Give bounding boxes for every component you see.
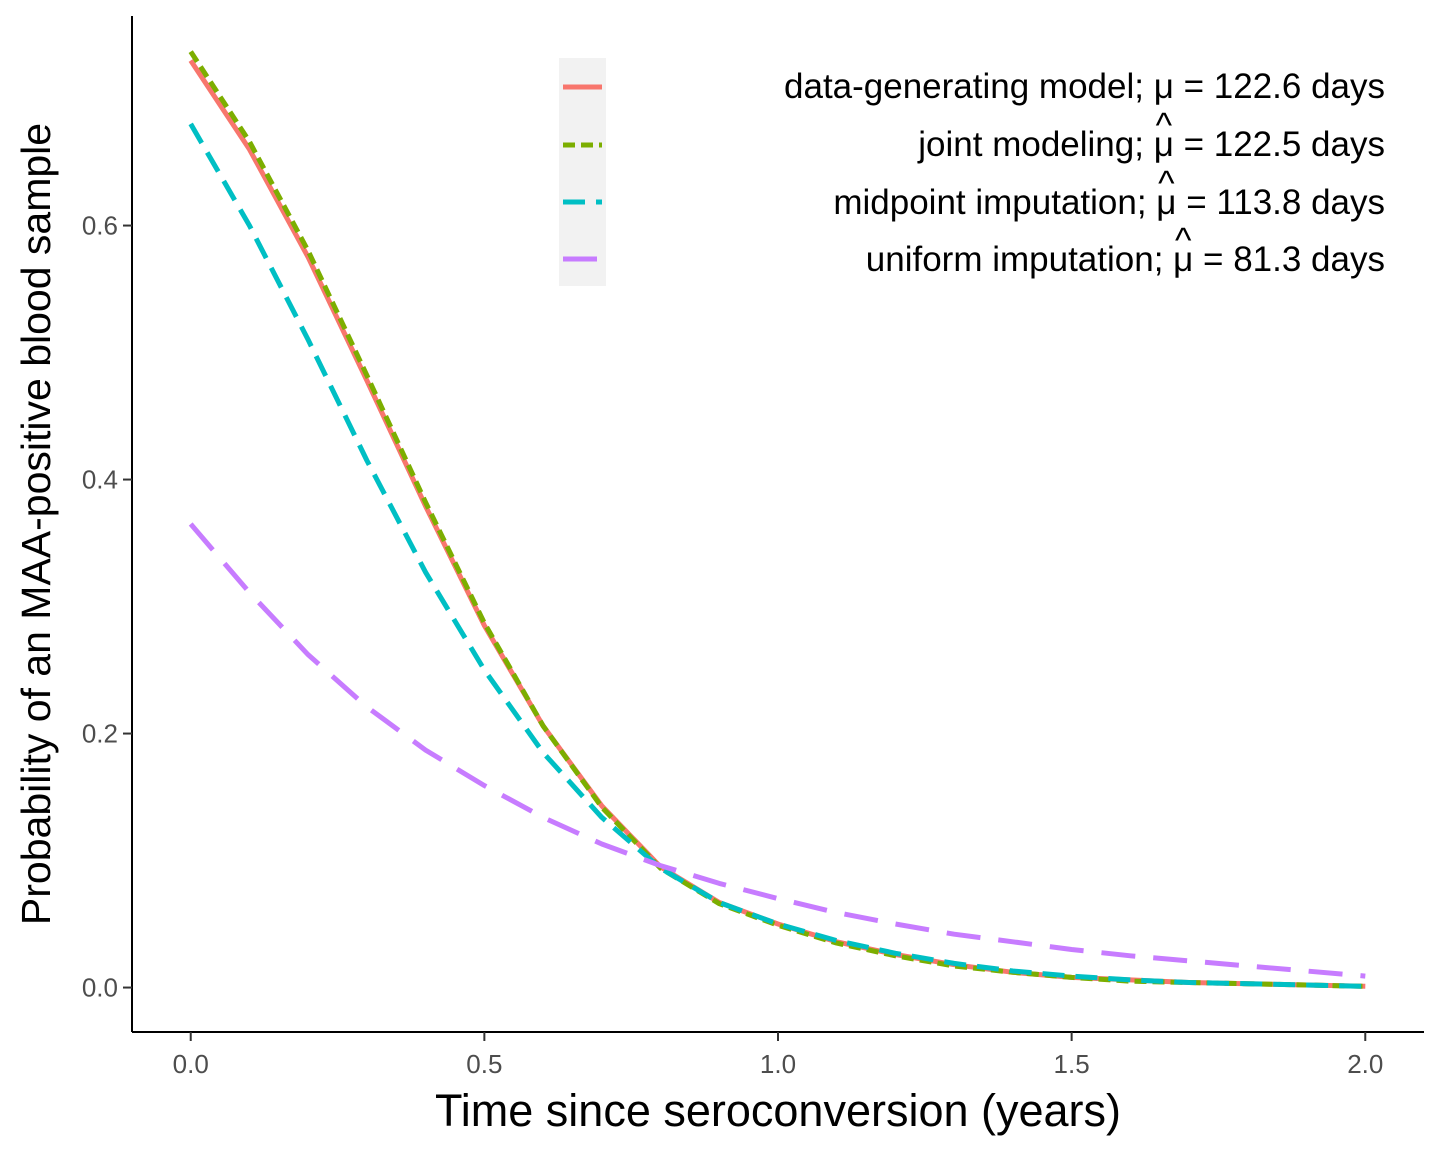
y-tick-label: 0.2: [82, 719, 118, 749]
legend-label-uniform-after: = 81.3 days: [1193, 240, 1385, 279]
y-tick-label: 0.6: [82, 211, 118, 241]
mu-hat-joint: ^: [1156, 106, 1173, 145]
mu-symbol: μ: [1173, 240, 1193, 279]
legend-label-data-generating: data-generating model; μ = 122.6 days: [784, 67, 1385, 106]
x-tick-label: 2.0: [1347, 1049, 1383, 1079]
mu-hat-midpoint: ^: [1158, 164, 1175, 203]
mu-hat-uniform: ^: [1175, 221, 1192, 260]
x-tick-label: 0.0: [173, 1049, 209, 1079]
mu-symbol: μ: [1156, 183, 1176, 222]
series-layer: [188, 50, 1366, 989]
y-tick-label: 0.0: [82, 973, 118, 1003]
y-tick-label: 0.4: [82, 465, 118, 495]
legend-key-background: [559, 58, 606, 286]
legend-label-midpoint: midpoint imputation; μ = 113.8 days: [833, 183, 1385, 222]
x-tick-label: 1.0: [760, 1049, 796, 1079]
series-line-4: [188, 522, 1366, 979]
legend-label-uniform: uniform imputation; μ = 81.3 days: [866, 240, 1385, 279]
legend-label-joint-before: joint modeling;: [917, 125, 1153, 164]
legend-label-joint-modeling: joint modeling; μ = 122.5 days: [917, 125, 1385, 164]
x-tick-label: 0.5: [466, 1049, 502, 1079]
legend-keys: [563, 84, 602, 262]
legend-label-uniform-before: uniform imputation;: [866, 240, 1173, 279]
x-tick-label: 1.5: [1054, 1049, 1090, 1079]
legend-label-midpoint-before: midpoint imputation;: [833, 183, 1156, 222]
legend-label-midpoint-after: = 113.8 days: [1176, 183, 1385, 222]
legend: data-generating model; μ = 122.6 days jo…: [559, 58, 1385, 286]
x-axis-title: Time since seroconversion (years): [435, 1085, 1121, 1136]
series-line-2: [188, 50, 1366, 989]
y-axis-title: Probability of an MAA-positive blood sam…: [13, 123, 59, 925]
legend-label-joint-after: = 122.5 days: [1174, 125, 1385, 164]
mu-symbol: μ: [1154, 125, 1174, 164]
y-ticks: 0.0 0.2 0.4 0.6: [82, 211, 132, 1003]
x-ticks: 0.0 0.5 1.0 1.5 2.0: [173, 1032, 1383, 1079]
